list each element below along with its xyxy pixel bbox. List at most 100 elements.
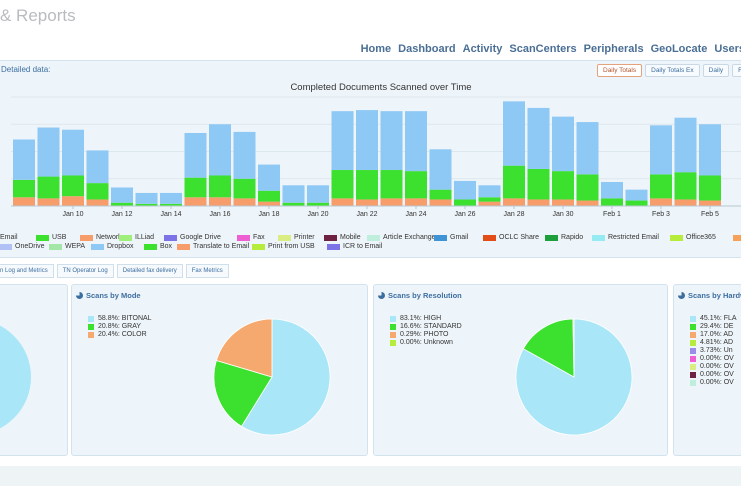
bar-segment-box[interactable] bbox=[601, 198, 623, 206]
bar-segment-network[interactable] bbox=[258, 201, 280, 206]
pie-slice[interactable] bbox=[215, 318, 273, 378]
legend-item[interactable]: Rapido bbox=[545, 234, 583, 241]
pie-legend-item[interactable]: 0.00%: OV bbox=[690, 379, 737, 387]
bar-segment-network[interactable] bbox=[233, 198, 256, 206]
pie-slice[interactable] bbox=[0, 319, 31, 435]
bar-segment-box[interactable] bbox=[258, 190, 280, 202]
bar-segment-box[interactable] bbox=[111, 202, 133, 206]
bar-segment-dropbox[interactable] bbox=[674, 117, 697, 173]
pie-legend-item[interactable]: 58.8%: BITONAL bbox=[88, 315, 152, 323]
bar-segment-dropbox[interactable] bbox=[478, 185, 501, 198]
bar-segment-network[interactable] bbox=[429, 199, 452, 206]
detailed-data-link[interactable]: Detailed data: bbox=[1, 65, 51, 74]
legend-item[interactable]: OCLC Share bbox=[483, 234, 539, 241]
legend-item[interactable]: Article Exchange bbox=[367, 234, 436, 241]
nav-geolocate[interactable]: GeoLocate bbox=[650, 43, 708, 55]
bar-segment-box[interactable] bbox=[527, 168, 550, 200]
legend-item[interactable]: Translate to Email bbox=[177, 243, 249, 250]
legend-item[interactable]: WEPA bbox=[49, 243, 85, 250]
tab-daily-totals-ex[interactable]: Daily Totals Ex bbox=[645, 64, 700, 77]
bar-segment-network[interactable] bbox=[503, 198, 525, 206]
pie-legend-item[interactable]: 3.73%: Un bbox=[690, 347, 737, 355]
bar-segment-network[interactable] bbox=[405, 198, 427, 206]
pie-legend-item[interactable]: 0.00%: OV bbox=[690, 355, 737, 363]
legend-item[interactable]: Box bbox=[144, 243, 172, 250]
bar-segment-dropbox[interactable] bbox=[233, 131, 256, 179]
bar-segment-dropbox[interactable] bbox=[331, 111, 354, 171]
legend-item[interactable]: Gmail bbox=[434, 234, 468, 241]
bar-segment-box[interactable] bbox=[184, 177, 207, 198]
pie-legend-item[interactable]: 20.8%: GRAY bbox=[88, 323, 152, 331]
bar-segment-box[interactable] bbox=[454, 199, 476, 206]
tab-r[interactable]: R bbox=[732, 64, 741, 77]
tab-fax-metrics[interactable]: Fax Metrics bbox=[185, 264, 229, 278]
bar-segment-box[interactable] bbox=[62, 175, 84, 197]
bar-segment-network[interactable] bbox=[62, 196, 84, 206]
bar-segment-network[interactable] bbox=[576, 200, 599, 206]
legend-item[interactable]: Printer bbox=[278, 234, 315, 241]
bar-segment-network[interactable] bbox=[356, 199, 378, 206]
bar-segment-dropbox[interactable] bbox=[527, 107, 550, 169]
bar-segment-box[interactable] bbox=[674, 172, 697, 200]
legend-item[interactable]: ILLiad bbox=[119, 234, 154, 241]
pie-slice[interactable] bbox=[522, 318, 575, 378]
pie-legend-item[interactable]: 0.29%: PHOTO bbox=[390, 331, 462, 339]
pie-legend-item[interactable]: 29.4%: DE bbox=[690, 323, 737, 331]
bar-segment-network[interactable] bbox=[552, 199, 574, 206]
bar-segment-box[interactable] bbox=[13, 179, 35, 198]
nav-scancenters[interactable]: ScanCenters bbox=[509, 43, 577, 55]
bar-segment-network[interactable] bbox=[380, 198, 403, 206]
bar-segment-dropbox[interactable] bbox=[405, 111, 427, 172]
pie-legend-item[interactable]: 17.0%: AD bbox=[690, 331, 737, 339]
legend-item[interactable]: Office365 bbox=[670, 234, 716, 241]
pie-legend-item[interactable]: 0.00%: Unknown bbox=[390, 339, 462, 347]
bar-segment-dropbox[interactable] bbox=[258, 164, 280, 191]
bar-segment-network[interactable] bbox=[674, 199, 697, 206]
bar-segment-network[interactable] bbox=[331, 198, 354, 206]
legend-item[interactable]: Fax bbox=[237, 234, 265, 241]
bar-segment-dropbox[interactable] bbox=[503, 101, 525, 166]
legend-item[interactable]: Restricted Email bbox=[592, 234, 659, 241]
pie-legend-item[interactable]: 4.81%: AD bbox=[690, 339, 737, 347]
bar-segment-network[interactable] bbox=[527, 199, 550, 206]
bar-segment-box[interactable] bbox=[160, 203, 182, 206]
pie-slice[interactable] bbox=[240, 318, 331, 436]
legend-item[interactable]: Mobile bbox=[324, 234, 361, 241]
legend-item[interactable]: OneDrive bbox=[0, 243, 45, 250]
bar-segment-network[interactable] bbox=[209, 197, 231, 206]
bar-segment-dropbox[interactable] bbox=[13, 139, 35, 180]
bar-segment-network[interactable] bbox=[478, 201, 501, 206]
bar-segment-box[interactable] bbox=[625, 200, 648, 206]
legend-item[interactable]: O bbox=[733, 234, 741, 241]
pie-legend-item[interactable]: 45.1%: FLA bbox=[690, 315, 737, 323]
tab-fax-delivery[interactable]: Detailed fax delivery bbox=[116, 264, 183, 278]
bar-segment-dropbox[interactable] bbox=[576, 122, 599, 175]
bar-segment-box[interactable] bbox=[429, 189, 452, 200]
bar-segment-network[interactable] bbox=[184, 197, 207, 206]
bar-segment-box[interactable] bbox=[135, 203, 158, 206]
bar-segment-dropbox[interactable] bbox=[454, 180, 476, 200]
bar-segment-dropbox[interactable] bbox=[650, 125, 672, 175]
tab-operator-log[interactable]: TN Operator Log bbox=[56, 264, 114, 278]
bar-segment-box[interactable] bbox=[576, 174, 599, 201]
nav-activity[interactable]: Activity bbox=[462, 43, 503, 55]
tab-log-and-metrics[interactable]: n Log and Metrics bbox=[0, 264, 54, 278]
bar-segment-dropbox[interactable] bbox=[135, 192, 158, 204]
bar-segment-box[interactable] bbox=[233, 178, 256, 199]
bar-segment-box[interactable] bbox=[356, 170, 378, 200]
bar-segment-dropbox[interactable] bbox=[184, 132, 207, 178]
bar-segment-network[interactable] bbox=[13, 197, 35, 206]
bar-segment-dropbox[interactable] bbox=[601, 182, 623, 199]
nav-home[interactable]: Home bbox=[360, 43, 392, 55]
bar-segment-dropbox[interactable] bbox=[282, 185, 305, 203]
pie-legend-item[interactable]: 0.00%: OV bbox=[690, 363, 737, 371]
bar-segment-dropbox[interactable] bbox=[380, 111, 403, 171]
nav-users[interactable]: Users bbox=[714, 43, 741, 55]
bar-segment-dropbox[interactable] bbox=[356, 110, 378, 171]
legend-item[interactable]: Dropbox bbox=[91, 243, 133, 250]
pie-legend-item[interactable]: 16.6%: STANDARD bbox=[390, 323, 462, 331]
bar-segment-box[interactable] bbox=[37, 176, 60, 199]
bar-segment-dropbox[interactable] bbox=[160, 192, 182, 204]
bar-segment-box[interactable] bbox=[331, 170, 354, 199]
bar-segment-network[interactable] bbox=[37, 198, 60, 206]
